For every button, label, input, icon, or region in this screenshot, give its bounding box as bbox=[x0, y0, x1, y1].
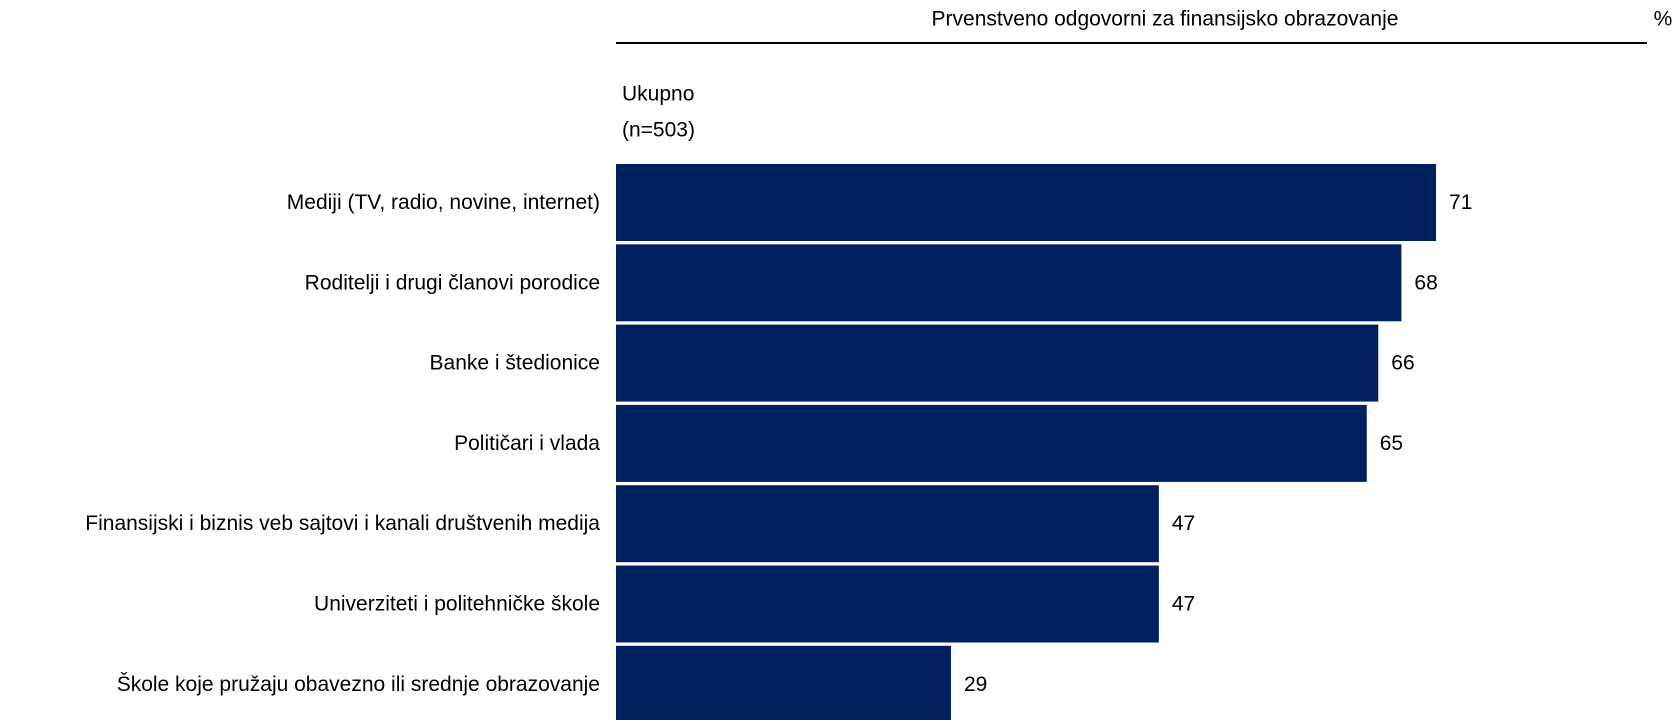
value-label: 68 bbox=[1414, 271, 1437, 294]
unit-label: % bbox=[1654, 8, 1673, 31]
bar bbox=[616, 645, 951, 723]
bar bbox=[616, 485, 1159, 563]
bar bbox=[616, 565, 1159, 643]
category-label: Finansijski i biznis veb sajtovi i kanal… bbox=[85, 512, 600, 535]
category-label: Mediji (TV, radio, novine, internet) bbox=[287, 191, 600, 214]
value-label: 47 bbox=[1172, 512, 1195, 535]
bar bbox=[616, 324, 1379, 402]
bar bbox=[616, 404, 1367, 482]
value-label: 71 bbox=[1449, 191, 1472, 214]
bar bbox=[616, 244, 1402, 322]
category-label: Roditelji i drugi članovi porodice bbox=[305, 271, 600, 294]
chart-title: Prvenstveno odgovorni za finansijsko obr… bbox=[932, 8, 1399, 31]
group-n: (n=503) bbox=[622, 119, 695, 142]
category-label: Univerziteti i politehničke škole bbox=[314, 593, 600, 616]
value-label: 65 bbox=[1380, 432, 1403, 455]
category-label: Škole koje pružaju obavezno ili srednje … bbox=[117, 673, 600, 696]
value-label: 29 bbox=[964, 673, 987, 696]
group-label: Ukupno bbox=[622, 83, 694, 106]
value-label: 47 bbox=[1172, 593, 1195, 616]
category-label: Banke i štedionice bbox=[430, 352, 600, 375]
bar bbox=[616, 164, 1437, 241]
value-label: 66 bbox=[1391, 352, 1414, 375]
category-label: Političari i vlada bbox=[454, 432, 600, 455]
